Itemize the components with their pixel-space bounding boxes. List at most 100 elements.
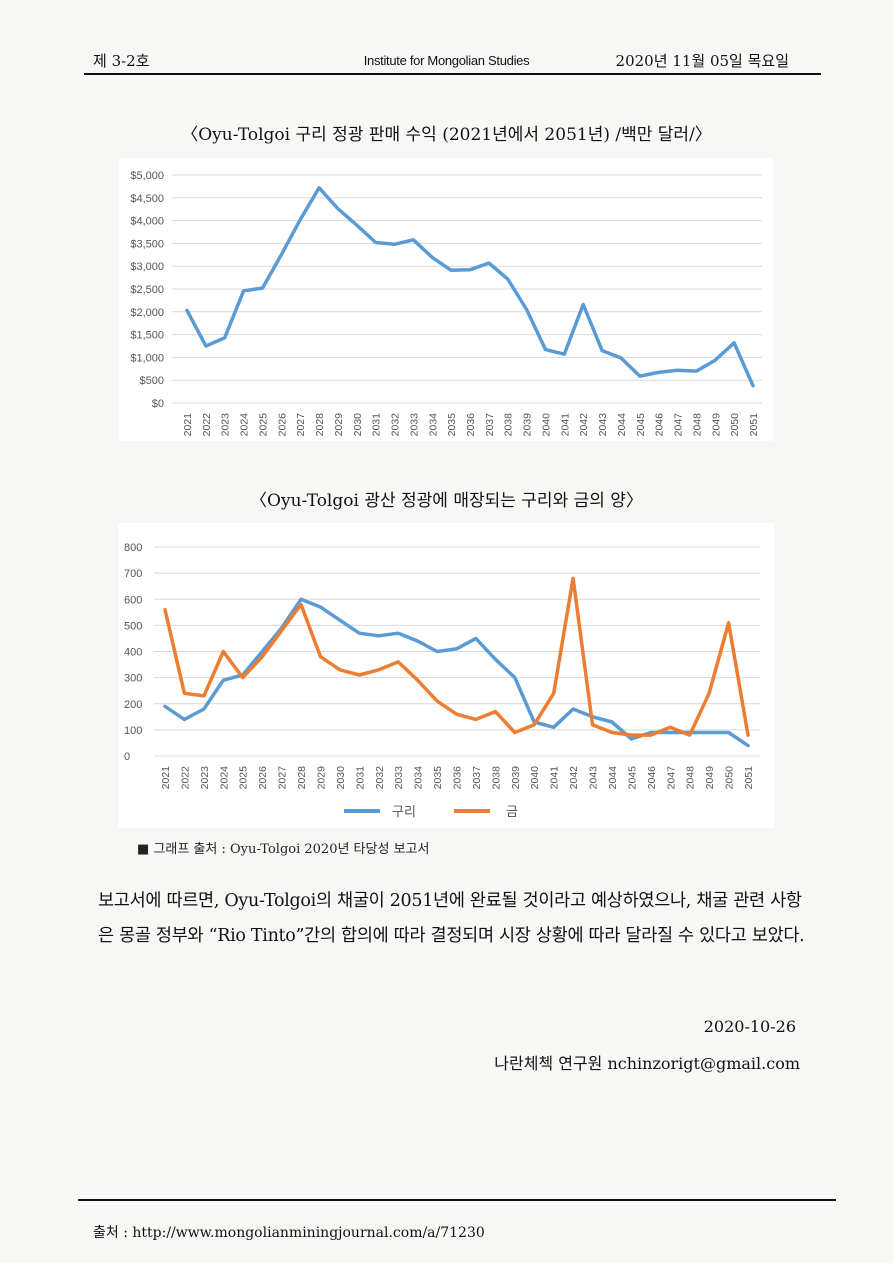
x-tick-label: 2025	[238, 766, 250, 790]
y-tick-label: $500	[140, 375, 164, 387]
y-tick-label: $5,000	[130, 170, 164, 182]
footer-source-link: 출처 : http://www.mongolianminingjournal.c…	[93, 1225, 485, 1241]
x-tick-label: 2051	[743, 766, 755, 790]
x-tick-label: 2046	[654, 413, 666, 437]
x-tick-label: 2035	[432, 766, 444, 790]
x-tick-label: 2040	[529, 766, 541, 790]
x-tick-label: 2038	[490, 766, 502, 790]
body-paragraph: 보고서에 따르면, Oyu-Tolgoi의 채굴이 2051년에 완료될 것이라…	[98, 891, 805, 946]
x-tick-label: 2026	[257, 766, 269, 790]
x-tick-label: 2027	[277, 766, 289, 790]
chart1-title: 〈Oyu-Tolgoi 구리 정광 판매 수익 (2021년에서 2051년) …	[181, 125, 712, 145]
x-tick-label: 2022	[179, 766, 191, 790]
x-tick-label: 2047	[673, 413, 685, 437]
y-tick-label: 0	[124, 751, 130, 763]
graph-source-caption: ■ 그래프 출처 : Oyu-Tolgoi 2020년 타당성 보고서	[137, 842, 430, 857]
x-tick-label: 2029	[333, 413, 345, 437]
legend-label: 금	[506, 804, 518, 819]
x-tick-label: 2048	[691, 413, 703, 437]
y-tick-label: $4,500	[130, 193, 164, 205]
x-tick-label: 2048	[685, 766, 697, 790]
y-tick-label: $4,000	[130, 216, 164, 228]
x-tick-label: 2046	[646, 766, 658, 790]
x-tick-label: 2032	[374, 766, 386, 790]
x-tick-label: 2035	[446, 413, 458, 437]
y-tick-label: 700	[124, 568, 142, 580]
x-tick-label: 2051	[748, 413, 760, 437]
header-date: 2020년 11월 05일 목요일	[615, 52, 789, 70]
x-tick-label: 2033	[393, 766, 405, 790]
footer-rule	[78, 1199, 836, 1201]
x-tick-label: 2040	[540, 413, 552, 437]
x-tick-label: 2034	[413, 766, 425, 790]
x-tick-label: 2037	[471, 766, 483, 790]
x-tick-label: 2050	[729, 413, 741, 437]
x-tick-label: 2039	[510, 766, 522, 790]
x-tick-label: 2028	[296, 766, 308, 790]
reserves-chart: 0 100 200 300 400 500 600 700 800 2021 2022 2023 202…	[118, 523, 774, 828]
report-date: 2020-10-26	[703, 1017, 796, 1036]
x-tick-label: 2039	[522, 413, 534, 437]
x-tick-label: 2027	[295, 413, 307, 437]
reserves-chart-svg: 0 100 200 300 400 500 600 700 800 2021 2022 2023 202…	[124, 542, 760, 819]
x-tick-label: 2025	[257, 413, 269, 437]
x-tick-label: 2047	[665, 766, 677, 790]
x-tick-label: 2049	[704, 766, 716, 790]
y-tick-label: 800	[124, 542, 142, 554]
author-line: 나란체첵 연구원 nchinzorigt@gmail.com	[494, 1054, 800, 1073]
y-tick-label: $2,500	[130, 284, 164, 296]
x-tick-label: 2023	[199, 766, 211, 790]
series-line-series1	[185, 186, 755, 388]
x-tick-label: 2036	[465, 413, 477, 437]
x-tick-label: 2031	[371, 413, 383, 437]
header-institute: Institute for Mongolian Studies	[363, 53, 530, 68]
x-tick-label: 2033	[408, 413, 420, 437]
x-tick-label: 2029	[315, 766, 327, 790]
series-line-금	[163, 576, 750, 737]
x-tick-label: 2024	[239, 413, 251, 437]
x-tick-label: 2042	[578, 413, 590, 437]
x-tick-label: 2045	[635, 413, 647, 437]
x-tick-label: 2024	[218, 766, 230, 790]
y-tick-label: 400	[124, 647, 142, 659]
x-tick-label: 2023	[220, 413, 232, 437]
y-tick-label: 500	[124, 620, 142, 632]
x-tick-label: 2030	[352, 413, 364, 437]
x-tick-label: 2042	[568, 766, 580, 790]
chart2-title: 〈Oyu-Tolgoi 광산 정광에 매장되는 구리와 금의 양〉	[250, 491, 643, 511]
x-tick-label: 2041	[549, 766, 561, 790]
y-tick-label: 200	[124, 699, 142, 711]
x-tick-label: 2022	[201, 413, 213, 437]
x-tick-label: 2030	[335, 766, 347, 790]
x-tick-label: 2034	[427, 413, 439, 437]
x-tick-label: 2049	[710, 413, 722, 437]
y-tick-label: $0	[152, 398, 164, 410]
x-tick-label: 2032	[390, 413, 402, 437]
x-tick-label: 2038	[503, 413, 515, 437]
y-tick-label: 300	[124, 673, 142, 685]
x-tick-label: 2021	[182, 413, 194, 437]
x-tick-label: 2028	[314, 413, 326, 437]
y-tick-label: 600	[124, 594, 142, 606]
y-tick-label: $2,000	[130, 307, 164, 319]
x-tick-label: 2041	[559, 413, 571, 437]
x-tick-label: 2044	[616, 413, 628, 437]
legend-label: 구리	[392, 804, 416, 819]
y-tick-label: 100	[124, 725, 142, 737]
y-tick-label: $3,500	[130, 238, 164, 250]
x-tick-label: 2050	[724, 766, 736, 790]
x-tick-label: 2036	[452, 766, 464, 790]
revenue-chart: $0 $500 $1,000 $1,500 $2,000 $2,500 $3,000 $3,5…	[119, 158, 773, 441]
x-tick-label: 2043	[597, 413, 609, 437]
x-tick-label: 2037	[484, 413, 496, 437]
revenue-chart-svg: $0 $500 $1,000 $1,500 $2,000 $2,500 $3,000 $3,5…	[130, 170, 762, 437]
x-tick-label: 2043	[588, 766, 600, 790]
x-tick-label: 2021	[160, 766, 172, 790]
x-tick-label: 2044	[607, 766, 619, 790]
x-tick-label: 2026	[276, 413, 288, 437]
y-tick-label: $1,000	[130, 352, 164, 364]
y-tick-label: $3,000	[130, 261, 164, 273]
series-line-구리	[163, 597, 750, 748]
x-tick-label: 2045	[626, 766, 638, 790]
x-tick-label: 2031	[354, 766, 366, 790]
